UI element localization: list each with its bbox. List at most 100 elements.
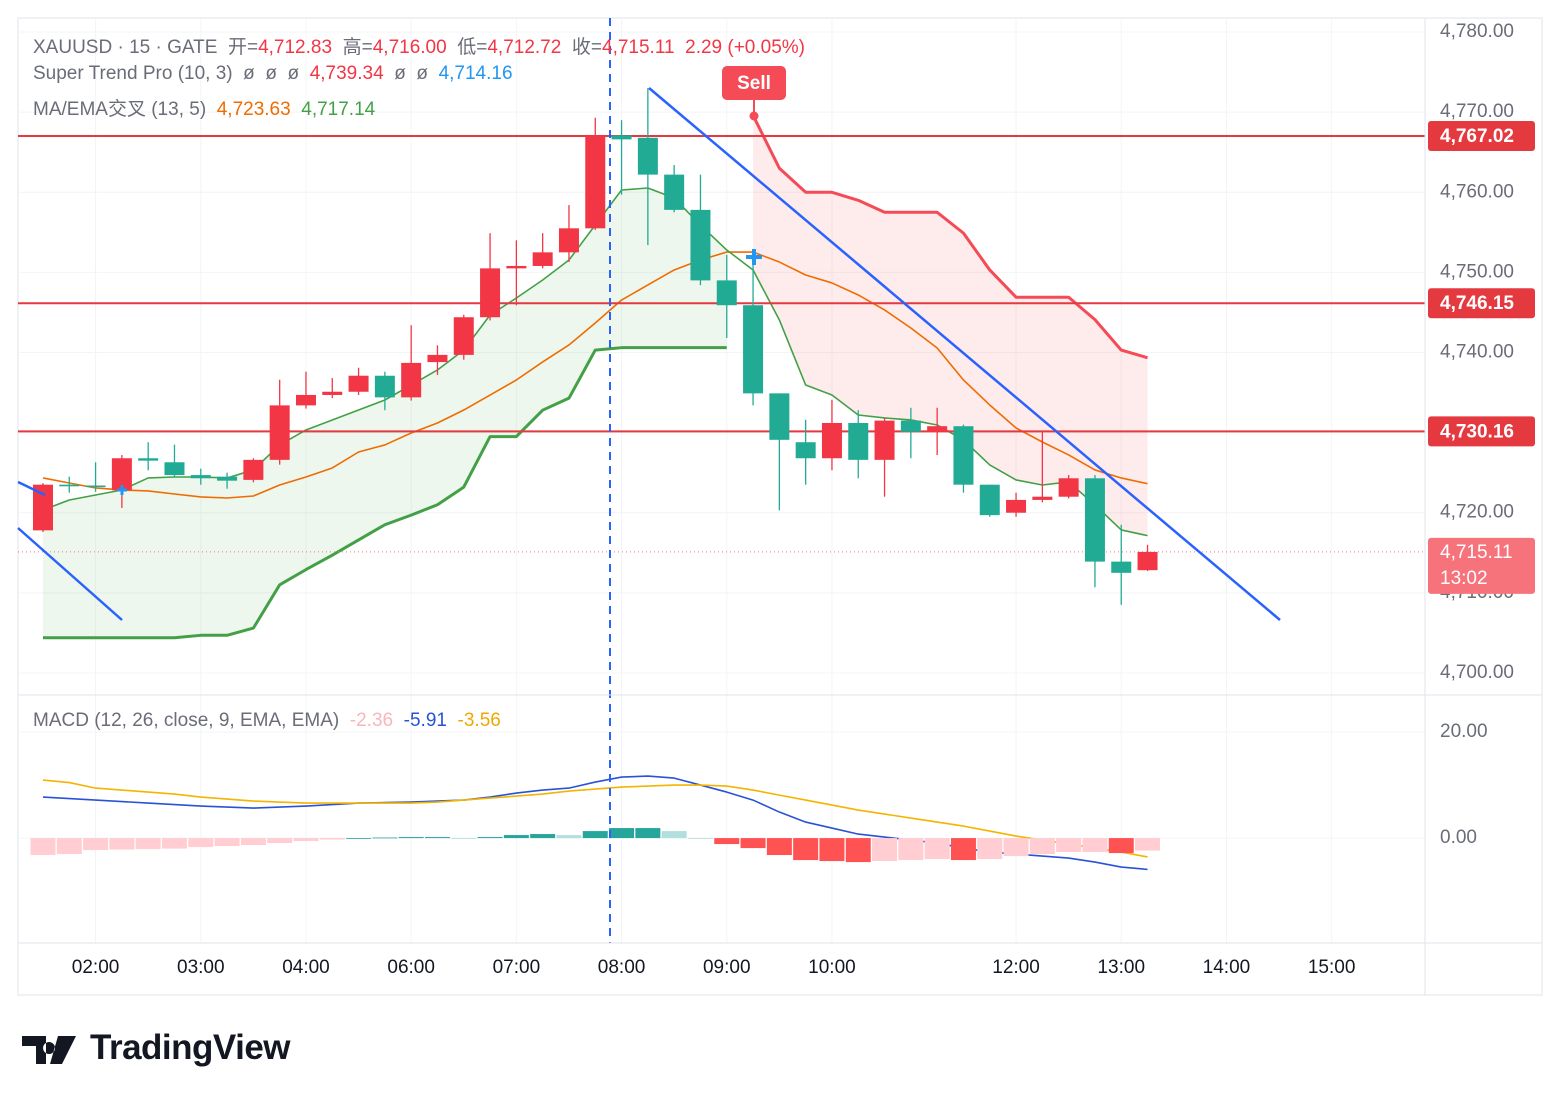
histogram-bar xyxy=(1029,838,1055,855)
y-tick-label: 4,780.00 xyxy=(1440,21,1514,42)
y-tick-label: 20.00 xyxy=(1440,721,1488,742)
candle-body xyxy=(716,280,737,306)
histogram-bar xyxy=(477,837,503,839)
histogram-bar xyxy=(372,837,398,839)
x-tick-label: 03:00 xyxy=(177,957,225,978)
histogram-bar xyxy=(819,838,845,862)
candle-body xyxy=(848,422,869,460)
histogram-bar xyxy=(793,838,819,861)
histogram-bar xyxy=(1003,838,1029,857)
candle-body xyxy=(480,268,501,318)
ma-ema-legend: MA/EMA交叉 (13, 5) 4,723.63 4,717.14 xyxy=(33,94,375,121)
low-label: 低= xyxy=(457,37,488,58)
level-label-box xyxy=(1428,121,1535,152)
supertrend-legend: Super Trend Pro (10, 3) ø ø ø 4,739.34 ø… xyxy=(33,63,513,85)
supertrend-fill xyxy=(42,188,727,638)
candle-body xyxy=(611,135,632,140)
histogram-bar xyxy=(188,838,214,848)
symbol: XAUUSD · 15 · GATE xyxy=(33,37,218,58)
legend-value: 4,714.16 xyxy=(438,63,513,84)
legend-value: 4,717.14 xyxy=(301,99,376,120)
histogram-bar xyxy=(346,838,372,839)
level-label: 4,730.16 xyxy=(1440,421,1514,442)
histogram-bar xyxy=(240,838,266,846)
legend-value: ø xyxy=(265,63,277,84)
candle-body xyxy=(743,305,764,394)
x-tick-label: 13:00 xyxy=(1097,957,1145,978)
legend-value: ø xyxy=(394,63,406,84)
histogram-bar xyxy=(135,838,161,850)
x-tick-label: 04:00 xyxy=(282,957,330,978)
brand-icon xyxy=(22,1036,76,1064)
histogram-bar xyxy=(56,838,82,855)
legend-value: 4,723.63 xyxy=(216,99,291,120)
histogram-bar xyxy=(661,831,687,839)
candle-body xyxy=(769,393,790,440)
histogram-bar xyxy=(635,828,661,839)
candle-body xyxy=(190,475,211,479)
candle-body xyxy=(795,442,816,459)
average-line xyxy=(42,251,1148,499)
candle-body xyxy=(979,484,1000,516)
candle-body xyxy=(164,462,185,476)
x-tick-label: 12:00 xyxy=(992,957,1040,978)
close-label: 收= xyxy=(571,37,602,58)
drawings: Sell xyxy=(17,18,1281,943)
histogram-bar xyxy=(556,835,582,839)
candle-body xyxy=(953,426,974,485)
sell-label: Sell xyxy=(737,73,771,94)
x-tick-label: 09:00 xyxy=(703,957,751,978)
histogram-bar xyxy=(424,837,450,839)
candle-body xyxy=(821,422,842,459)
candle-body xyxy=(427,354,448,363)
trend-line xyxy=(17,480,46,497)
trend-line xyxy=(648,87,1281,621)
symbol-legend: XAUUSD · 15 · GATE 开=4,712.83 高=4,716.00… xyxy=(33,32,805,59)
supertrend-up xyxy=(42,346,727,640)
level-label: 4,746.15 xyxy=(1440,293,1514,314)
open-label: 开= xyxy=(227,37,259,58)
candle-body xyxy=(217,476,238,481)
candle-body xyxy=(269,405,290,460)
level-label-box xyxy=(1428,416,1535,447)
candle-body xyxy=(690,209,711,281)
y-tick-label: 4,740.00 xyxy=(1440,342,1514,363)
legend-value: ø xyxy=(287,63,300,84)
candle-body xyxy=(558,228,579,253)
histogram-bar xyxy=(267,838,293,844)
candle-body xyxy=(900,420,921,432)
legend-value: ø xyxy=(416,63,428,84)
candle-body xyxy=(322,391,343,395)
low-value: 4,712.72 xyxy=(487,37,562,58)
level-label-box xyxy=(1428,288,1535,319)
candle-body xyxy=(927,426,948,432)
candle-body xyxy=(59,484,80,487)
trend-line xyxy=(17,527,123,621)
sell-bubble xyxy=(722,66,786,100)
countdown-label: 13:02 xyxy=(1440,568,1488,589)
candle-body xyxy=(138,458,159,461)
histogram-bar xyxy=(1056,838,1082,853)
histogram-bar xyxy=(293,838,319,842)
brand-name: TradingView xyxy=(90,1028,291,1067)
candle-body xyxy=(1058,478,1079,497)
buy-cross xyxy=(746,249,762,265)
candle-body xyxy=(348,375,369,392)
candle-body xyxy=(243,459,264,480)
histogram-bar xyxy=(319,838,345,840)
last-price-label: 4,715.11 xyxy=(1440,542,1513,563)
x-tick-label: 10:00 xyxy=(808,957,856,978)
indicator-name: MA/EMA交叉 (13, 5) xyxy=(33,99,207,120)
y-tick-label: 4,770.00 xyxy=(1440,101,1514,122)
candles xyxy=(30,88,1161,863)
histogram-bar xyxy=(451,838,477,839)
candle-body xyxy=(1084,478,1105,562)
indicator-name: Super Trend Pro (10, 3) xyxy=(33,63,233,84)
indicator-name: MACD (12, 26, close, 9, EMA, EMA) xyxy=(33,710,340,731)
x-tick-label: 15:00 xyxy=(1308,957,1356,978)
x-tick-label: 07:00 xyxy=(493,957,541,978)
candle-body xyxy=(874,420,895,460)
candle-body xyxy=(295,394,316,406)
